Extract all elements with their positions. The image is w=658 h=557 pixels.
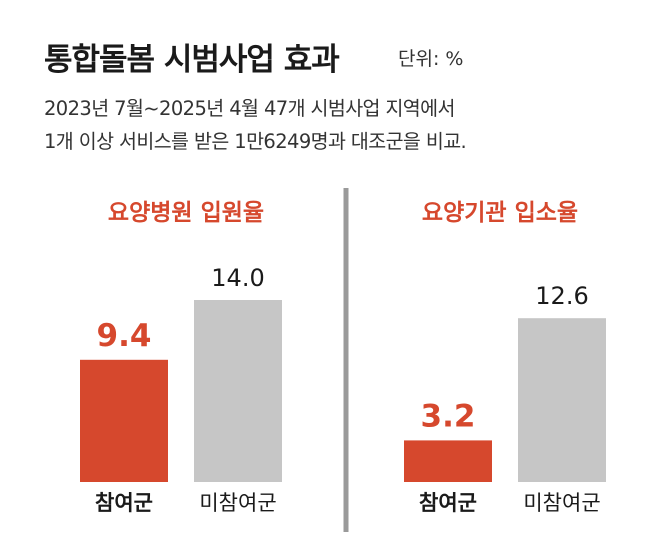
page-title: 통합돌봄 시범사업 효과: [44, 42, 340, 78]
unit-label: 단위: %: [398, 48, 464, 70]
bar: [518, 318, 606, 482]
category-label: 미참여군: [523, 491, 600, 515]
bar: [194, 300, 282, 482]
subtitle-line-1: 2023년 7월~2025년 4월 47개 시범사업 지역에서: [44, 97, 455, 120]
chart-title: 요양병원 입원율: [108, 200, 264, 226]
bar: [80, 359, 168, 482]
bar-value-label: 12.6: [535, 282, 588, 310]
bar-value-label: 3.2: [421, 398, 476, 434]
category-label: 참여군: [95, 491, 153, 515]
subtitle-line-2: 1개 이상 서비스를 받은 1만6249명과 대조군을 비교.: [44, 130, 467, 153]
bar: [404, 440, 492, 482]
category-label: 참여군: [419, 491, 477, 515]
bar-value-label: 14.0: [211, 264, 264, 292]
chart-title: 요양기관 입소율: [422, 200, 578, 226]
bar-value-label: 9.4: [97, 318, 152, 354]
category-label: 미참여군: [199, 491, 276, 515]
